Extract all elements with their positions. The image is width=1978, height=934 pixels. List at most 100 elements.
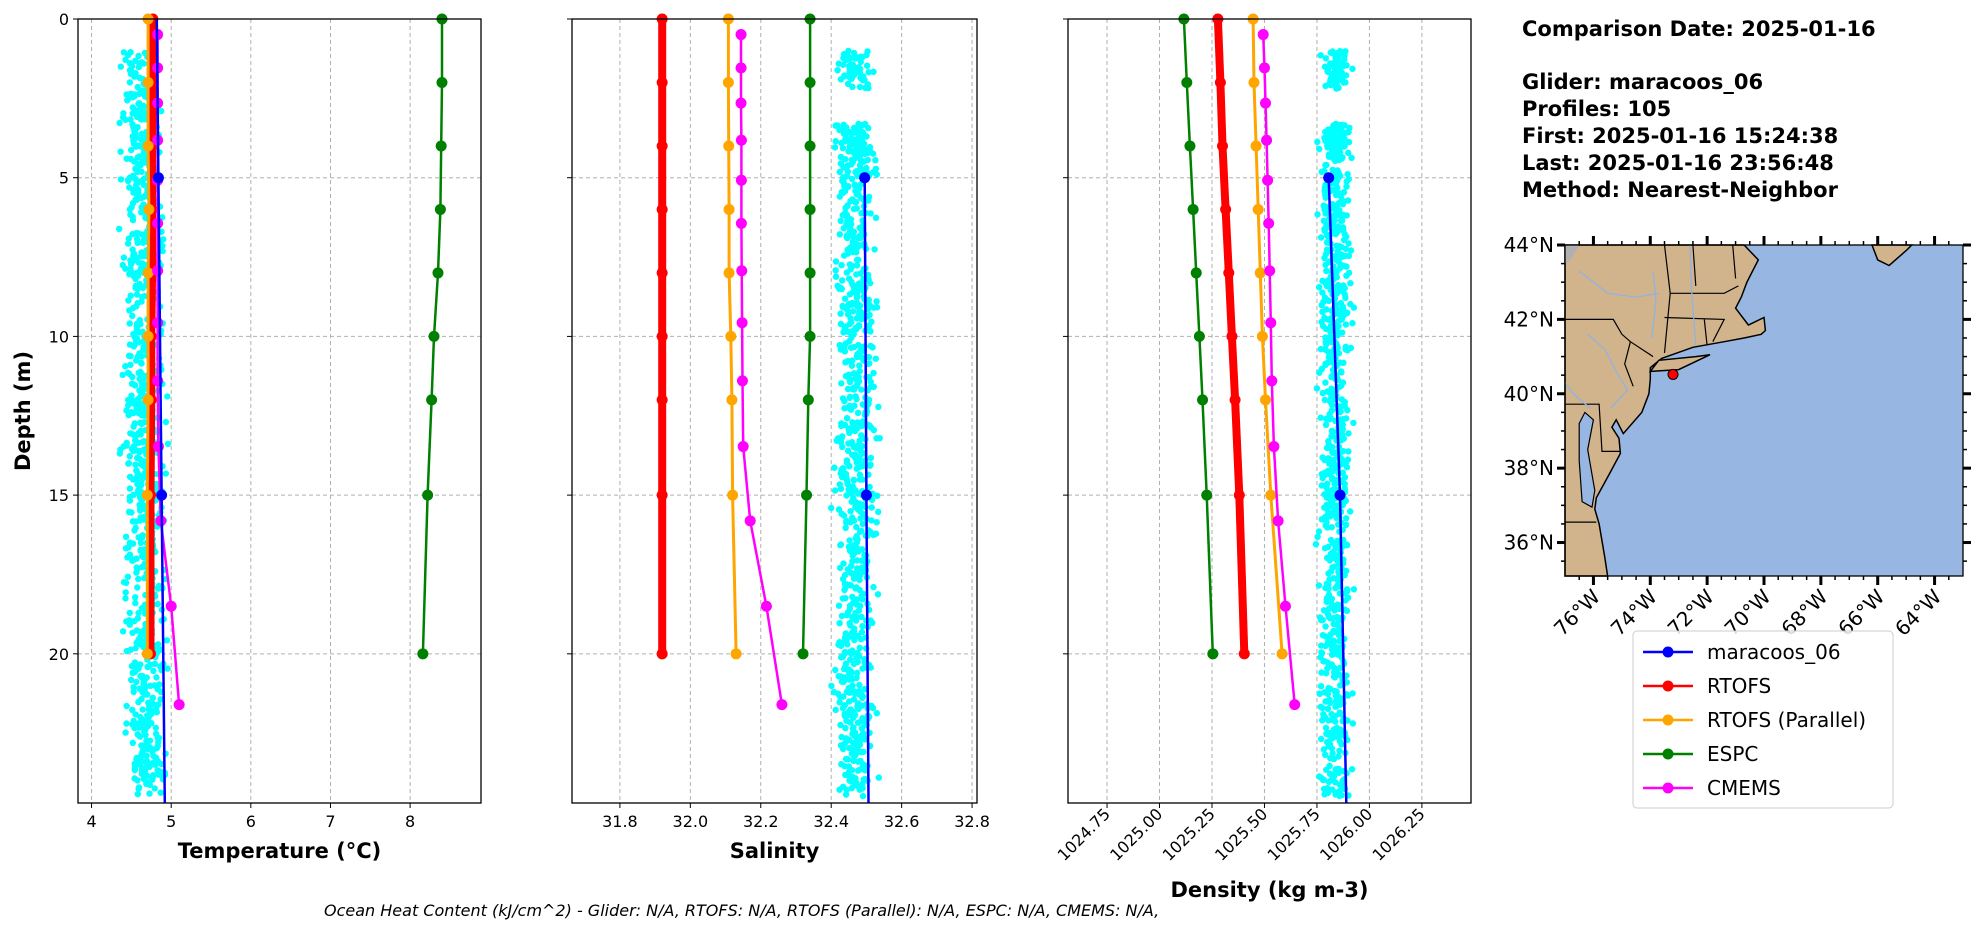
series-point xyxy=(1233,489,1245,501)
glider-scatter-point xyxy=(130,343,137,350)
glider-scatter-point xyxy=(841,664,849,671)
glider-scatter-point xyxy=(1313,385,1321,392)
glider-scatter-point xyxy=(126,307,133,314)
glider-scatter-point xyxy=(123,155,130,162)
glider-scatter-point xyxy=(1335,630,1342,638)
x-tick-label: 1025.00 xyxy=(1106,804,1166,864)
glider-scatter-point xyxy=(1322,250,1330,258)
glider-scatter-point xyxy=(844,447,852,454)
glider-scatter-point xyxy=(859,792,867,800)
glider-scatter-point xyxy=(848,175,856,183)
glider-scatter-point xyxy=(868,702,875,709)
glider-scatter-point xyxy=(872,214,880,221)
glider-scatter-point xyxy=(137,359,145,366)
glider-scatter-point xyxy=(162,470,169,477)
glider-scatter-point xyxy=(842,630,849,637)
glider-scatter-point xyxy=(125,235,132,242)
glider-scatter-point xyxy=(144,691,151,698)
glider-scatter-point xyxy=(1317,654,1324,661)
series-point xyxy=(1190,267,1202,279)
glider-scatter-point xyxy=(153,480,160,488)
glider-scatter-point xyxy=(1325,354,1333,361)
series-point xyxy=(723,203,735,215)
series-point xyxy=(1229,394,1241,406)
glider-scatter-point xyxy=(146,790,153,797)
glider-scatter-point xyxy=(130,257,137,264)
glider-scatter-point xyxy=(1335,310,1343,318)
glider-scatter-point xyxy=(1333,703,1340,710)
glider-scatter-point xyxy=(866,483,873,491)
glider-scatter-point xyxy=(1340,448,1347,455)
glider-scatter-point xyxy=(843,519,850,526)
glider-scatter-point xyxy=(1331,223,1338,230)
glider-scatter-point xyxy=(116,119,123,127)
series-point xyxy=(1260,97,1272,109)
glider-scatter-point xyxy=(1330,614,1337,622)
glider-scatter-point xyxy=(1325,441,1333,448)
glider-scatter-point xyxy=(1324,705,1332,712)
glider-scatter-point xyxy=(854,658,861,666)
glider-scatter-point xyxy=(150,667,157,675)
glider-scatter-point xyxy=(164,393,171,400)
glider-scatter-point xyxy=(855,607,863,614)
glider-scatter-point xyxy=(138,409,146,416)
series-point xyxy=(1254,267,1266,279)
x-tick-label: 32.8 xyxy=(954,812,990,831)
series-rtofs xyxy=(656,13,668,660)
glider-scatter-point xyxy=(129,518,137,525)
glider-scatter-point xyxy=(128,146,135,154)
glider-scatter-point xyxy=(1336,747,1343,754)
series-point xyxy=(142,140,154,152)
glider-scatter-point xyxy=(137,539,145,546)
glider-scatter-point xyxy=(849,308,857,315)
glider-scatter-point xyxy=(164,440,172,448)
glider-scatter-point xyxy=(840,693,847,700)
series-point xyxy=(802,394,814,406)
series-point xyxy=(735,29,747,41)
glider-scatter-point xyxy=(1323,608,1331,615)
glider-scatter-point xyxy=(120,254,128,261)
series-point xyxy=(730,648,742,660)
glider-scatter-point xyxy=(853,191,860,198)
glider-scatter-point xyxy=(138,605,146,612)
glider-scatter-point xyxy=(1328,465,1336,472)
series-point xyxy=(422,489,434,501)
lon-label: 64°W xyxy=(1890,584,1946,640)
glider-scatter-point xyxy=(866,360,873,367)
glider-scatter-point xyxy=(138,293,146,301)
glider-scatter-point xyxy=(1323,210,1331,217)
glider-scatter-point xyxy=(127,49,134,56)
series-point xyxy=(152,265,164,277)
glider-scatter-point xyxy=(1314,138,1321,146)
glider-scatter-point xyxy=(132,711,139,718)
glider-scatter-point xyxy=(122,116,129,124)
profile-count: Profiles: 105 xyxy=(1522,97,1671,121)
glider-scatter-point xyxy=(847,656,854,663)
series-point xyxy=(1264,265,1276,277)
glider-scatter-point xyxy=(139,552,146,560)
series-point xyxy=(736,317,748,329)
glider-scatter-point xyxy=(1324,144,1331,151)
glider-scatter-point xyxy=(129,739,136,747)
legend-item: maracoos_06 xyxy=(1643,640,1841,664)
glider-scatter-point xyxy=(1342,321,1350,328)
glider-scatter-point xyxy=(850,627,858,635)
glider-scatter-point xyxy=(1319,632,1327,639)
state-border xyxy=(1565,403,1621,452)
glider-scatter-point xyxy=(149,748,156,755)
glider-scatter-point xyxy=(133,335,141,342)
glider-scatter-point xyxy=(837,485,845,492)
glider-scatter-point xyxy=(124,369,132,376)
glider-scatter-point xyxy=(1322,181,1329,188)
glider-scatter-point xyxy=(856,367,863,375)
series-point xyxy=(141,648,153,660)
glider-scatter-point xyxy=(1333,242,1340,249)
glider-scatter-point xyxy=(841,580,848,587)
glider-scatter-point xyxy=(1316,614,1324,621)
glider-scatter-point xyxy=(846,394,853,401)
glider-scatter-point xyxy=(1332,82,1339,90)
glider-scatter-point xyxy=(867,617,874,624)
series-point xyxy=(797,648,809,660)
glider-scatter-point xyxy=(853,205,860,212)
glider-scatter-point xyxy=(126,497,134,504)
